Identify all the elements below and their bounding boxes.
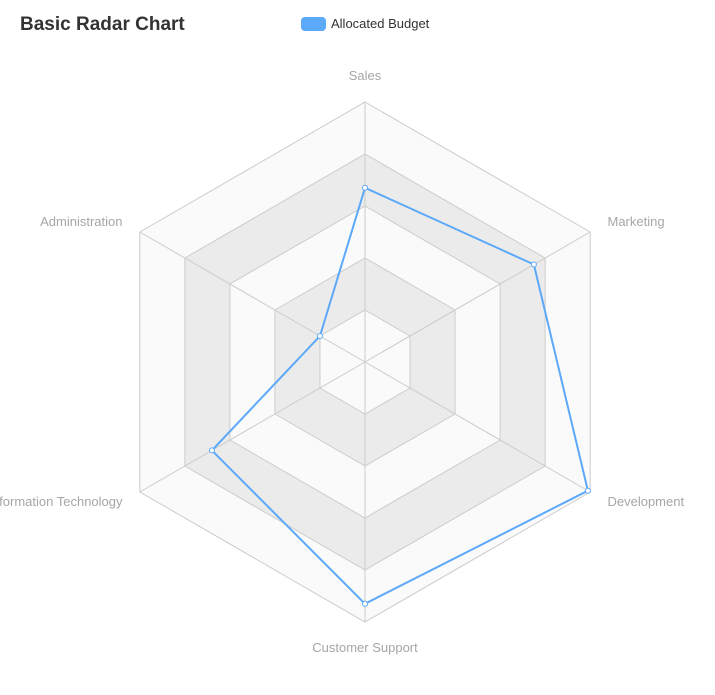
data-point-0-5[interactable] xyxy=(316,333,323,339)
axis-line-5 xyxy=(139,231,366,363)
axis-label-3: Customer Support xyxy=(312,640,418,655)
axis-label-2: Development xyxy=(607,494,684,509)
legend-item-allocated-budget[interactable]: Allocated Budget xyxy=(301,16,429,31)
chart-title: Basic Radar Chart xyxy=(20,14,185,35)
series-layer xyxy=(208,184,591,607)
legend-label: Allocated Budget xyxy=(331,16,430,31)
data-point-0-1[interactable] xyxy=(530,261,537,268)
data-point-0-2[interactable] xyxy=(584,487,591,494)
axis-line-2 xyxy=(364,361,591,493)
axis-label-1: Marketing xyxy=(607,214,664,229)
data-point-0-4[interactable] xyxy=(208,447,215,454)
data-point-0-3[interactable] xyxy=(362,600,368,607)
axis-labels: Sales Marketing Development Customer Suppor… xyxy=(0,68,684,655)
axis-line-4 xyxy=(139,361,366,493)
legend-swatch xyxy=(301,16,326,31)
data-point-0-0[interactable] xyxy=(362,184,368,191)
axis-label-4: Information Technology xyxy=(0,494,123,509)
axis-lines xyxy=(139,102,591,622)
split-area-2 xyxy=(274,258,456,466)
split-area-3 xyxy=(229,206,501,518)
split-areas xyxy=(139,102,591,622)
axis-label-0: Sales xyxy=(349,68,382,83)
axis-line-1 xyxy=(364,231,591,363)
axis-label-5: Administration xyxy=(40,214,122,229)
